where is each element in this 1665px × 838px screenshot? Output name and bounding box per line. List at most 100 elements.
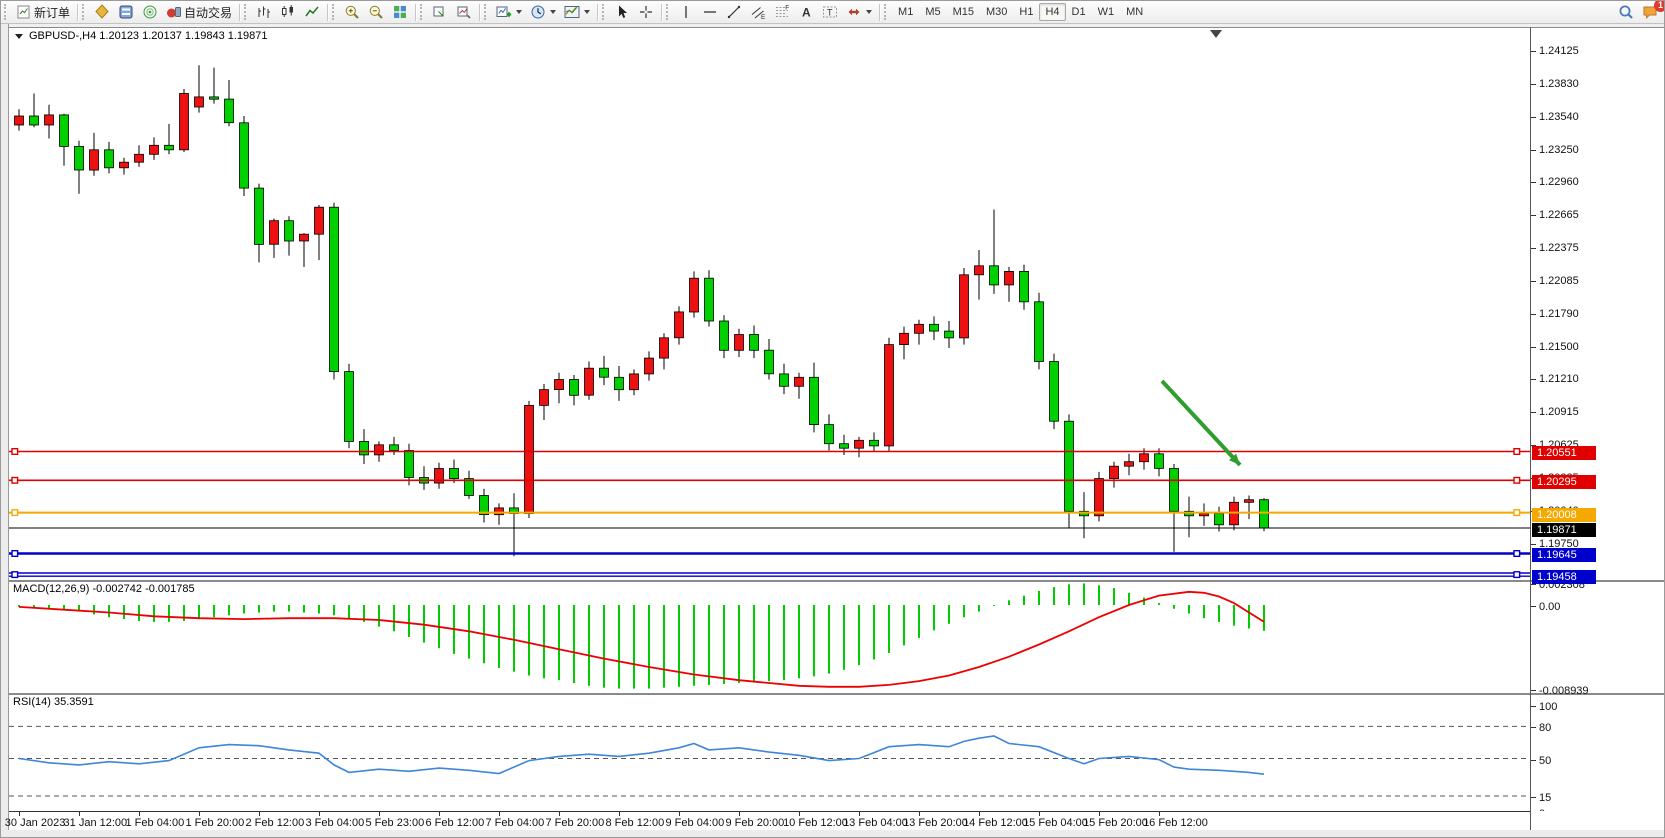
time-tick-mark xyxy=(979,812,980,816)
resistance-line-2-price-tag: 1.20295 xyxy=(1532,475,1596,489)
support-line-1-price-tag: 1.19645 xyxy=(1532,548,1596,562)
time-tick-label: 15 Feb 20:00 xyxy=(1083,817,1148,829)
timeframe-h1[interactable]: H1 xyxy=(1019,6,1034,18)
vertical-line-button[interactable] xyxy=(674,2,698,22)
timeframe-m30[interactable]: M30 xyxy=(986,6,1008,18)
periods-clock-icon xyxy=(531,5,545,19)
sell-arrow[interactable] xyxy=(1160,379,1242,467)
support-line-2-handle[interactable] xyxy=(1513,571,1521,579)
candle-body xyxy=(629,373,639,391)
cursor-button[interactable] xyxy=(610,2,634,22)
add-indicator-button[interactable] xyxy=(492,2,526,22)
resistance-line-2-handle[interactable] xyxy=(1513,476,1521,484)
resistance-line-1-handle[interactable] xyxy=(11,448,19,456)
price-chart-pane[interactable] xyxy=(9,27,1530,580)
arrows-button[interactable] xyxy=(842,2,876,22)
candle-body xyxy=(1154,453,1164,469)
candle-body xyxy=(59,114,69,147)
auto-arrange-button[interactable] xyxy=(428,2,452,22)
new-order-button[interactable]: 新订单 xyxy=(12,2,74,22)
candle-body xyxy=(779,373,789,387)
track-chart-button[interactable] xyxy=(452,2,476,22)
candle-body xyxy=(644,357,654,375)
candle-body xyxy=(314,206,324,235)
price-axis[interactable]: 1.24125 1.23830 1.23540 1.23250 1.22960 1.226… xyxy=(1530,27,1664,820)
notifications-button[interactable]: 1 xyxy=(1638,1,1664,22)
periods-button[interactable] xyxy=(526,2,560,22)
bar-chart-button[interactable] xyxy=(252,2,276,22)
time-tick-label: 8 Feb 12:00 xyxy=(605,817,665,829)
timeframe-w1[interactable]: W1 xyxy=(1097,6,1115,18)
rsi-label: RSI(14) 35.3591 xyxy=(13,696,94,708)
candle-body xyxy=(1124,461,1134,467)
candle-body xyxy=(479,495,489,516)
svg-text:E: E xyxy=(761,14,766,20)
candle-body xyxy=(344,371,354,442)
toolbar-separator xyxy=(879,3,881,21)
support-line-2-handle[interactable] xyxy=(11,571,19,579)
resistance-line-2-handle[interactable] xyxy=(11,476,19,484)
candle-body xyxy=(134,153,144,163)
crosshair-button[interactable] xyxy=(634,2,658,22)
autotrading-button[interactable]: 自动交易 xyxy=(162,2,236,22)
timeframe-d1[interactable]: D1 xyxy=(1071,6,1086,18)
candle-body xyxy=(1169,468,1179,512)
trendline-button[interactable] xyxy=(722,2,746,22)
candle-body xyxy=(404,450,414,478)
search-button[interactable] xyxy=(1614,2,1638,22)
toolbar-grip xyxy=(420,4,425,20)
zoom-in-button[interactable] xyxy=(340,2,364,22)
candle-body xyxy=(209,96,219,100)
chart-shift-marker[interactable] xyxy=(1210,30,1222,38)
candle-body xyxy=(659,337,669,359)
dropdown-caret-icon xyxy=(516,10,523,14)
chart-bars-icon xyxy=(258,6,271,18)
pivot-line-handle[interactable] xyxy=(11,509,19,517)
market-watch-button[interactable] xyxy=(90,2,114,22)
time-tick-label: 13 Feb 04:00 xyxy=(843,817,908,829)
tile-windows-button[interactable] xyxy=(388,2,412,22)
pivot-line-handle[interactable] xyxy=(1513,509,1521,517)
line-chart-button[interactable] xyxy=(300,2,324,22)
resistance-line-1-handle[interactable] xyxy=(1513,448,1521,456)
time-axis[interactable]: 30 Jan 2023 31 Jan 12:00 1 Feb 04:00 1 Feb … xyxy=(5,811,1530,830)
label-button[interactable]: T xyxy=(818,2,842,22)
text-button[interactable]: A xyxy=(794,2,818,22)
time-tick-label: 31 Jan 12:00 xyxy=(63,817,128,829)
price-tick-label: 1.22960 xyxy=(1539,176,1579,188)
chart-candles-icon xyxy=(282,5,294,17)
macd-indicator-pane[interactable] xyxy=(9,580,1530,693)
support-line-1-handle[interactable] xyxy=(1513,550,1521,558)
notification-badge: 1 xyxy=(1654,1,1664,12)
candlestick-chart-button[interactable] xyxy=(276,2,300,22)
window-bottom-frame xyxy=(1,830,1664,837)
signals-button[interactable] xyxy=(138,2,162,22)
dropdown-caret-icon xyxy=(866,10,873,14)
timeframe-m15[interactable]: M15 xyxy=(952,6,974,18)
fibonacci-button[interactable]: F xyxy=(770,2,794,22)
tile-windows-icon xyxy=(394,6,407,18)
timeframe-m5[interactable]: M5 xyxy=(925,6,941,18)
timeframe-m1[interactable]: M1 xyxy=(898,6,914,18)
templates-button[interactable] xyxy=(560,2,594,22)
time-tick-label: 16 Feb 12:00 xyxy=(1143,817,1208,829)
support-line-1-handle[interactable] xyxy=(11,550,19,558)
chart-menu-icon[interactable] xyxy=(15,33,23,39)
channel-button[interactable]: E xyxy=(746,2,770,22)
timeframe-h4[interactable]: H4 xyxy=(1039,3,1066,21)
candle-body xyxy=(929,323,939,332)
candle-body xyxy=(1259,499,1269,529)
candle-body xyxy=(434,468,444,484)
data-window-button[interactable] xyxy=(114,2,138,22)
zoom-out-button[interactable] xyxy=(364,2,388,22)
horizontal-line-button[interactable] xyxy=(698,2,722,22)
candle-body xyxy=(614,376,624,391)
rsi-tick-label: 80 xyxy=(1539,722,1552,734)
rsi-indicator-pane[interactable] xyxy=(9,693,1530,811)
candle-body xyxy=(689,277,699,313)
price-tick-mark xyxy=(1531,412,1536,413)
timeframe-mn[interactable]: MN xyxy=(1126,6,1144,18)
candle-body xyxy=(944,330,954,339)
time-tick-label: 6 Feb 12:00 xyxy=(425,817,485,829)
